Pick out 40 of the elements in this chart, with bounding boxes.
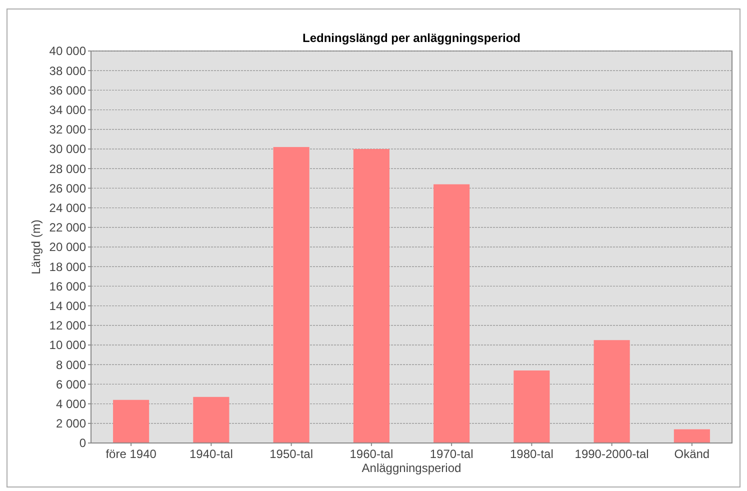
y-tick-label: 14 000 xyxy=(49,299,86,313)
y-tick-label: 28 000 xyxy=(49,162,86,176)
y-tick-label: 8 000 xyxy=(56,358,86,372)
x-tick-label: 1980-tal xyxy=(510,447,554,461)
y-axis-title: Längd (m) xyxy=(29,220,43,274)
y-tick-label: 0 xyxy=(79,436,86,450)
x-tick-label: 1950-tal xyxy=(270,447,313,461)
y-tick-label: 40 000 xyxy=(49,44,86,58)
y-tick-label: 12 000 xyxy=(49,318,86,333)
y-tick-label: 26 000 xyxy=(49,181,86,196)
y-tick-label: 24 000 xyxy=(49,201,86,215)
chart-title: Ledningslängd per anläggningsperiod xyxy=(302,31,521,45)
x-tick-label: 1940-tal xyxy=(190,447,233,461)
y-tick-label: 2 000 xyxy=(56,416,86,431)
y-tick-label: 18 000 xyxy=(49,260,86,274)
bar xyxy=(353,149,390,443)
x-tick-label: före 1940 xyxy=(106,447,157,461)
x-tick-label: 1990-2000-tal xyxy=(574,447,649,461)
y-tick-label: 16 000 xyxy=(49,279,86,294)
bar xyxy=(193,396,230,443)
bar xyxy=(273,147,310,443)
y-tick-label: 36 000 xyxy=(49,83,86,98)
x-axis-title: Anläggningsperiod xyxy=(362,461,462,475)
x-tick-label: 1960-tal xyxy=(350,447,394,461)
bar xyxy=(674,429,710,443)
y-tick-label: 32 000 xyxy=(49,122,86,137)
x-tick-label: 1970-tal xyxy=(430,447,474,461)
y-tick-label: 34 000 xyxy=(49,103,86,117)
bar xyxy=(113,400,150,443)
bar xyxy=(514,370,550,443)
y-tick-label: 20 000 xyxy=(49,240,86,254)
y-tick-label: 10 000 xyxy=(49,338,86,352)
y-tick-label: 22 000 xyxy=(49,220,86,235)
bar xyxy=(594,340,630,443)
y-tick-label: 38 000 xyxy=(49,64,86,78)
bar xyxy=(434,184,470,443)
y-tick-label: 6 000 xyxy=(56,377,86,392)
y-tick-label: 4 000 xyxy=(56,397,86,411)
x-tick-label: Okänd xyxy=(674,447,710,461)
y-tick-label: 30 000 xyxy=(49,142,86,156)
